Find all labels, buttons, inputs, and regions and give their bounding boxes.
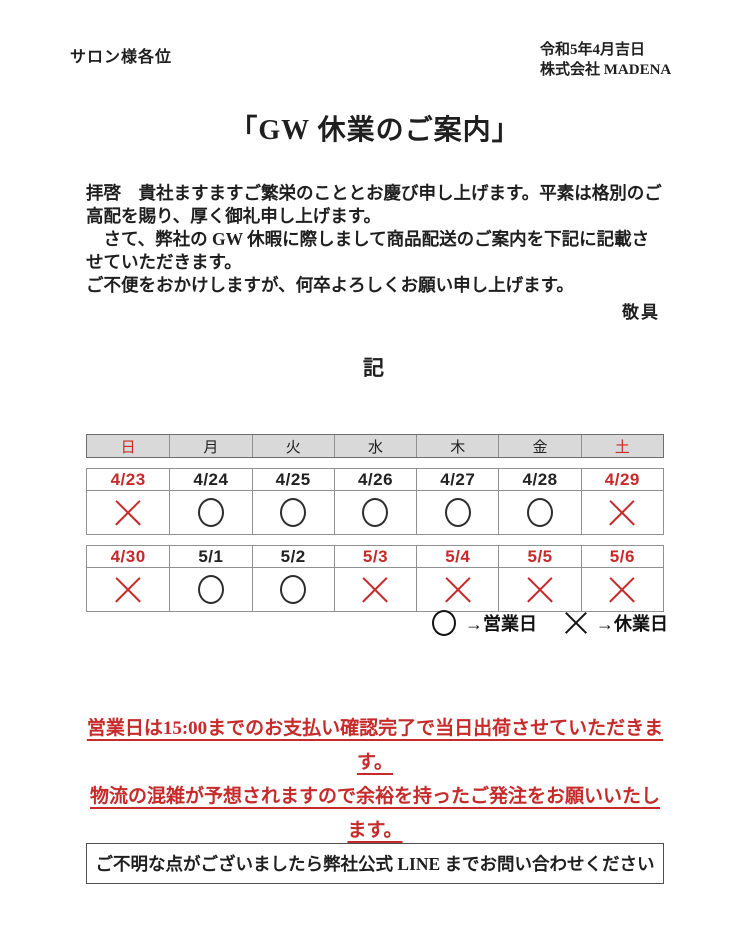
calendar-date-cell: 5/2 (251, 546, 334, 567)
calendar-mark-cell (169, 568, 251, 611)
calendar-mark-cell (169, 491, 251, 534)
document-title: 「GW 休業のご案内」 (229, 115, 521, 146)
calendar-date-cell: 4/29 (580, 469, 663, 490)
open-day-circle-icon (280, 498, 307, 527)
open-day-circle-icon (280, 575, 307, 604)
closed-day-cross-icon (115, 499, 142, 526)
calendar-day-header-cell: 木 (416, 435, 498, 457)
recipient-line: サロン様各位 (70, 49, 173, 66)
calendar-date-cell: 5/6 (580, 546, 663, 567)
calendar-date-cell: 5/5 (498, 546, 580, 567)
calendar-date-cell: 4/24 (169, 469, 251, 490)
shipping-notice-line: 物流の混雑が予想されますので余裕を持ったご発注をお願いいたします。 (89, 786, 660, 841)
shipping-notice: 営業日は15:00までのお支払い確認完了で当日出荷させていただきます。 物流の混… (86, 712, 664, 848)
calendar-date-cell: 5/3 (333, 546, 416, 567)
calendar-marks-row (87, 491, 663, 534)
closed-day-cross-icon (609, 499, 636, 526)
calendar-date-cell: 5/1 (169, 546, 251, 567)
legend-cross-icon (565, 612, 587, 634)
company-name: 株式会社 MADENA (540, 62, 672, 78)
greeting-paragraph: ご不便をおかけしますが、何卒よろしくお願い申し上げます。 (86, 275, 574, 295)
calendar-date-cell: 4/28 (498, 469, 580, 490)
calendar-dates-row: 4/23 4/24 4/25 4/26 4/27 4/28 4/29 (87, 469, 663, 491)
calendar-week-2: 4/30 5/1 5/2 5/3 5/4 5/5 5/6 (86, 545, 664, 612)
calendar-mark-cell (416, 491, 498, 534)
calendar-day-header-cell: 月 (169, 435, 251, 457)
closed-day-cross-icon (362, 576, 389, 603)
open-day-circle-icon (362, 498, 389, 527)
calendar-mark-cell (416, 568, 498, 611)
calendar-day-header-row: 日 月火水木金土 (86, 434, 664, 458)
open-day-circle-icon (197, 575, 224, 604)
legend-circle-icon (432, 610, 456, 636)
calendar-date-cell: 4/27 (416, 469, 498, 490)
calendar-week-1: 4/23 4/24 4/25 4/26 4/27 4/28 4/29 (86, 468, 664, 535)
calendar-legend: →営業日 →休業日 (432, 610, 668, 636)
closed-day-cross-icon (527, 576, 554, 603)
calendar-day-header-cell: 金 (498, 435, 580, 457)
open-day-circle-icon (197, 498, 224, 527)
issue-date: 令和5年4月吉日 (540, 42, 646, 58)
contact-info-box: ご不明な点がございましたら弊社公式 LINE までお問い合わせください (86, 843, 664, 884)
greeting-paragraph: 拝啓 貴社ますますご繁栄のこととお慶び申し上げます。平素は格別のご高配を賜り、厚… (86, 183, 662, 226)
shipping-notice-line: 営業日は15:00までのお支払い確認完了で当日出荷させていただきます。 (86, 718, 664, 773)
calendar-day-header-cell: 水 (333, 435, 416, 457)
calendar-marks-row (87, 568, 663, 611)
open-day-circle-icon (444, 498, 471, 527)
open-day-circle-icon (527, 498, 554, 527)
calendar-mark-cell (580, 491, 663, 534)
calendar-mark-cell (498, 491, 580, 534)
calendar-mark-cell (333, 491, 416, 534)
calendar-mark-cell (580, 568, 663, 611)
calendar-mark-cell (251, 491, 334, 534)
greeting-paragraph: さて、弊社の GW 休暇に際しまして商品配送のご案内を下記に記載させていただきま… (86, 229, 650, 272)
calendar-day-header-cell: 土 (580, 435, 663, 457)
contact-note: ご不明な点がございましたら弊社公式 LINE までお問い合わせください (95, 854, 655, 874)
closed-day-cross-icon (444, 576, 471, 603)
legend-open-label: →営業日 (465, 614, 537, 634)
closed-day-cross-icon (609, 576, 636, 603)
closing-word: 敬具 (622, 303, 660, 322)
calendar-day-header-cell: 日 (120, 438, 136, 456)
calendar-mark-cell (87, 568, 169, 611)
business-calendar: 日 月火水木金土 4/23 4/24 4/25 4/26 4/27 4/28 4/29 4/3… (86, 434, 664, 612)
calendar-mark-cell (251, 568, 334, 611)
record-marker: 記 (363, 356, 387, 380)
calendar-mark-cell (87, 491, 169, 534)
calendar-mark-cell (333, 568, 416, 611)
legend-closed-label: →休業日 (596, 614, 668, 634)
calendar-mark-cell (498, 568, 580, 611)
calendar-dates-row: 4/30 5/1 5/2 5/3 5/4 5/5 5/6 (87, 546, 663, 568)
calendar-date-cell: 4/23 (110, 469, 146, 489)
calendar-date-cell: 4/30 (110, 546, 146, 566)
issuer-block: 令和5年4月吉日 株式会社 MADENA (540, 40, 671, 80)
calendar-day-header-cell: 火 (251, 435, 334, 457)
calendar-date-cell: 5/4 (416, 546, 498, 567)
calendar-date-cell: 4/25 (251, 469, 334, 490)
calendar-date-cell: 4/26 (333, 469, 416, 490)
closed-day-cross-icon (115, 576, 142, 603)
greeting-body: 拝啓 貴社ますますご繁栄のこととお慶び申し上げます。平素は格別のご高配を賜り、厚… (86, 182, 664, 297)
